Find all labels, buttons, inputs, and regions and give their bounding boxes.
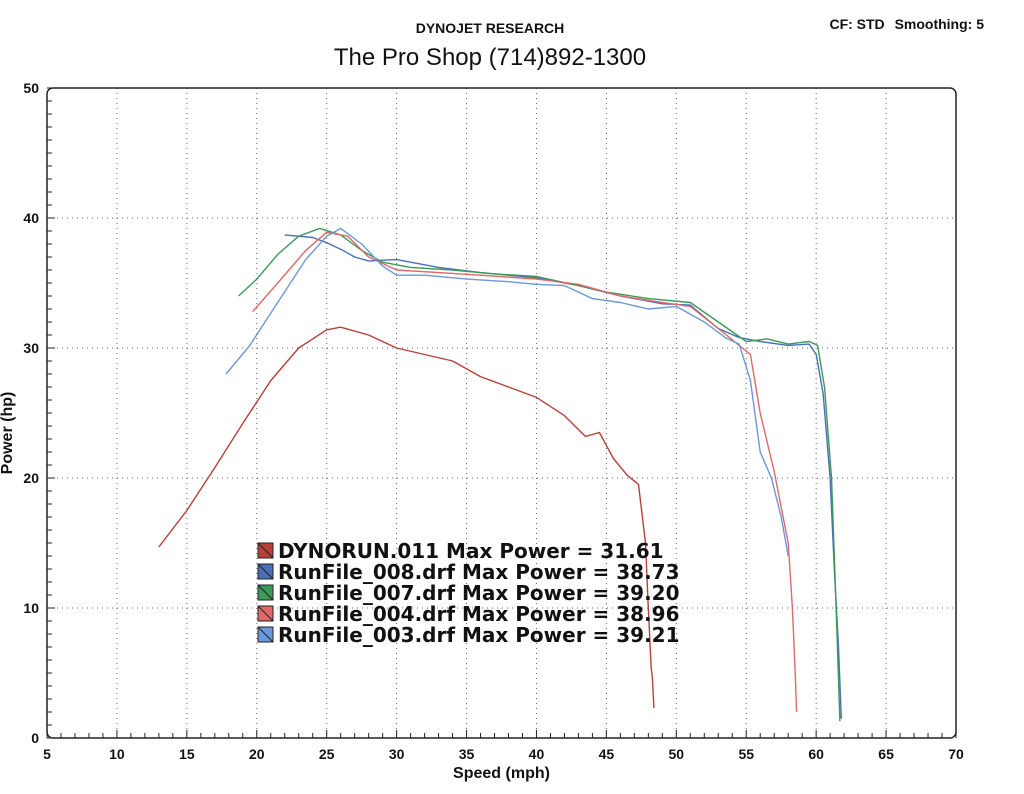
y-tick-label: 10 — [23, 600, 39, 616]
brand-title: DYNOJET RESEARCH — [415, 20, 565, 36]
legend-swatch-mark — [257, 626, 274, 643]
x-tick-label: 35 — [459, 746, 475, 762]
series-line-1 — [284, 234, 842, 719]
x-tick-label: 70 — [948, 746, 964, 762]
x-tick-label: 30 — [389, 746, 405, 762]
series-line-4 — [225, 227, 789, 557]
y-axis-title: Power (hp) — [0, 392, 16, 475]
x-tick-label: 15 — [179, 746, 195, 762]
legend-entry-0: DYNORUN.011 Max Power = 31.61 — [278, 539, 664, 563]
x-tick-label: 25 — [319, 746, 335, 762]
legend-entry-1: RunFile_008.drf Max Power = 38.73 — [278, 560, 680, 584]
x-tick-label: 20 — [249, 746, 265, 762]
legend-entry-3: RunFile_004.drf Max Power = 38.96 — [278, 602, 680, 626]
x-tick-label: 50 — [669, 746, 685, 762]
legend-entry-4: RunFile_003.drf Max Power = 39.21 — [278, 623, 680, 647]
legend-entry-2: RunFile_007.drf Max Power = 39.20 — [278, 581, 680, 605]
settings-readout: CF: STD Smoothing: 5 — [823, 16, 984, 32]
y-tick-label: 0 — [31, 730, 39, 746]
x-tick-label: 65 — [878, 746, 894, 762]
legend-swatch-mark — [257, 542, 274, 559]
chart-title: The Pro Shop (714)892-1300 — [333, 44, 647, 71]
legend-swatch-mark — [257, 605, 274, 622]
series-lines — [158, 227, 842, 722]
legend-swatch-mark — [257, 584, 274, 601]
series-line-0 — [158, 326, 655, 709]
x-tick-label: 60 — [808, 746, 824, 762]
x-tick-label: 45 — [599, 746, 615, 762]
legend: DYNORUN.011 Max Power = 31.61RunFile_008… — [257, 539, 680, 647]
x-axis-title: Speed (mph) — [453, 765, 550, 782]
grid-lines — [47, 88, 956, 738]
y-tick-label: 40 — [23, 210, 39, 226]
smoothing-label: Smoothing: 5 — [894, 16, 984, 32]
y-tick-label: 20 — [23, 470, 39, 486]
series-line-3 — [252, 231, 798, 713]
x-axis: 5 10 15 20 25 30 35 40 45 50 55 60 65 70 — [43, 730, 964, 762]
series-line-2 — [238, 227, 841, 722]
y-tick-label: 50 — [23, 80, 39, 96]
x-tick-label: 55 — [738, 746, 754, 762]
correction-factor-label: CF: STD — [829, 16, 885, 32]
x-tick-label: 5 — [43, 746, 51, 762]
x-tick-label: 10 — [109, 746, 125, 762]
y-tick-label: 30 — [23, 340, 39, 356]
x-tick-label: 40 — [529, 746, 545, 762]
y-axis: 0 10 20 30 40 50 — [23, 80, 55, 746]
legend-swatch-mark — [257, 563, 274, 580]
